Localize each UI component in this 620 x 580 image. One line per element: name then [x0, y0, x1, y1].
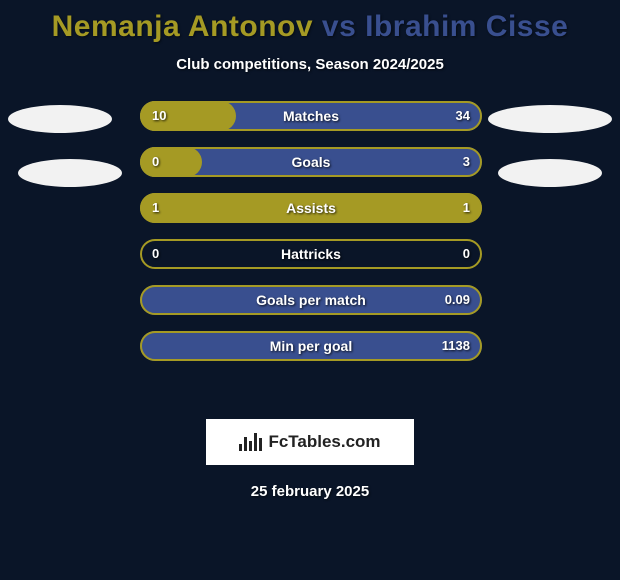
stat-label: Assists [140, 193, 482, 223]
player-badge-ellipse [18, 159, 122, 187]
stat-row: Min per goal1138 [140, 331, 482, 361]
stat-label: Goals [140, 147, 482, 177]
stat-value-player2: 34 [456, 101, 470, 131]
stat-row: Goals per match0.09 [140, 285, 482, 315]
stat-row: Matches10 34 [140, 101, 482, 131]
stat-value-player2: 0.09 [445, 285, 470, 315]
player-badge-ellipse [488, 105, 612, 133]
stat-label: Hattricks [140, 239, 482, 269]
player1-name: Nemanja Antonov [52, 10, 313, 43]
stat-value-player2: 1 [463, 193, 470, 223]
stat-value-player1: 0 [152, 239, 159, 269]
badge-text: FcTables.com [268, 432, 380, 452]
date-text: 25 february 2025 [0, 483, 620, 500]
vs-text: vs [322, 10, 356, 43]
comparison-title: Nemanja Antonov vs Ibrahim Cisse [0, 0, 620, 44]
stat-label: Goals per match [140, 285, 482, 315]
stat-value-player1: 10 [152, 101, 166, 131]
subtitle: Club competitions, Season 2024/2025 [0, 56, 620, 73]
stat-label: Min per goal [140, 331, 482, 361]
stat-value-player2: 3 [463, 147, 470, 177]
bar-chart-icon [239, 433, 262, 451]
stat-value-player1: 0 [152, 147, 159, 177]
stat-value-player2: 1138 [442, 331, 470, 361]
stat-value-player2: 0 [463, 239, 470, 269]
stat-label: Matches [140, 101, 482, 131]
stat-row: Goals0 3 [140, 147, 482, 177]
fctables-badge[interactable]: FcTables.com [206, 419, 414, 465]
player-badge-ellipse [498, 159, 602, 187]
player2-name: Ibrahim Cisse [365, 10, 568, 43]
stats-chart: Matches1034Goals03Assists11Hattricks00Go… [0, 101, 620, 391]
stat-row: Assists1 1 [140, 193, 482, 223]
player-badge-ellipse [8, 105, 112, 133]
stat-value-player1: 1 [152, 193, 159, 223]
stat-row: Hattricks0 0 [140, 239, 482, 269]
